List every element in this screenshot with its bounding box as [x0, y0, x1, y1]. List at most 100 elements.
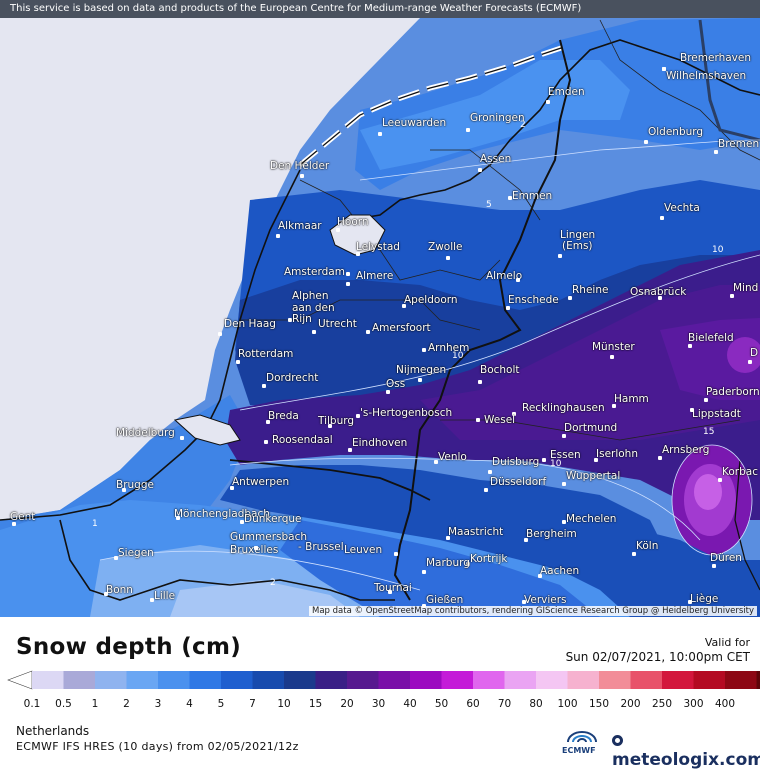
city-label: Middelburg [116, 427, 175, 439]
scale-swatch [536, 671, 568, 689]
city-marker [218, 332, 222, 336]
city-marker [378, 132, 382, 136]
model-run: ECMWF IFS HRES (10 days) from 02/05/2021… [16, 740, 299, 753]
city-marker [180, 436, 184, 440]
city-label: Oldenburg [648, 126, 703, 138]
city-label: (Ems) [562, 240, 593, 252]
ecmwf-label: ECMWF [562, 746, 596, 755]
contour-label: 1 [92, 519, 98, 529]
city-marker [542, 458, 546, 462]
city-label: Wesel [484, 414, 515, 426]
scale-swatch [410, 671, 442, 689]
scale-tick-label: 100 [557, 698, 577, 710]
scale-tick-label: 80 [529, 698, 542, 710]
scale-swatch [127, 671, 159, 689]
city-label: Verviers [524, 594, 567, 606]
city-label: Hamm [614, 393, 649, 405]
city-marker [446, 256, 450, 260]
city-label: Tournai [374, 582, 412, 594]
valid-time: Sun 02/07/2021, 10:00pm CET [566, 650, 750, 664]
city-label: Oss [386, 378, 405, 390]
city-label: Gießen [426, 594, 463, 606]
city-marker [730, 294, 734, 298]
scale-swatch [32, 671, 64, 689]
city-label: Alphen [292, 290, 329, 302]
city-label: Lelystad [356, 241, 400, 253]
scale-tick-label: 50 [435, 698, 448, 710]
city-label: Zwolle [428, 241, 463, 253]
city-label: Lille [154, 590, 175, 602]
city-marker [388, 590, 392, 594]
contour-label: 15 [703, 427, 714, 437]
scale-swatch [379, 671, 411, 689]
scale-swatch [505, 671, 537, 689]
city-marker [254, 546, 258, 550]
city-marker [386, 390, 390, 394]
map-attribution[interactable]: Map data © OpenStreetMap contributors, r… [309, 606, 757, 616]
city-label: Mind [733, 282, 758, 294]
city-marker [688, 344, 692, 348]
city-label: Groningen [470, 112, 525, 124]
city-label: Mechelen [566, 513, 616, 525]
scale-tick-label: 40 [403, 698, 416, 710]
city-label: Rijn [292, 313, 312, 325]
city-label: D [750, 347, 758, 359]
city-marker [446, 536, 450, 540]
city-marker [562, 434, 566, 438]
city-label: Bergheim [526, 528, 577, 540]
city-marker [612, 404, 616, 408]
city-marker [356, 414, 360, 418]
city-label: Apeldoorn [404, 294, 458, 306]
city-marker [346, 282, 350, 286]
scale-swatch [221, 671, 253, 689]
scale-min-arrow [8, 671, 32, 689]
city-label: Düren [710, 552, 742, 564]
city-label: Aachen [540, 565, 579, 577]
city-marker [568, 296, 572, 300]
city-marker [712, 564, 716, 568]
scale-swatch [253, 671, 285, 689]
valid-label: Valid for [705, 636, 750, 649]
meteologix-logo[interactable]: meteologix.com [612, 730, 760, 770]
city-label: Eindhoven [352, 437, 407, 449]
city-label: Roosendaal [272, 434, 333, 446]
city-label: Den Haag [224, 318, 276, 330]
scale-tick-label: 150 [589, 698, 609, 710]
city-label: Alkmaar [278, 220, 322, 232]
city-label: 's-Hertogenbosch [360, 407, 452, 419]
city-marker [488, 470, 492, 474]
city-label: Gummersbach [230, 531, 307, 543]
city-label: Antwerpen [232, 476, 289, 488]
scale-tick-label: 250 [652, 698, 672, 710]
scale-swatch [473, 671, 505, 689]
city-label: Leuven [344, 544, 382, 556]
scale-tick-label: 60 [466, 698, 479, 710]
city-label: Nijmegen [396, 364, 446, 376]
city-marker [422, 348, 426, 352]
city-marker [524, 538, 528, 542]
city-marker [522, 600, 526, 604]
city-label: Den Helder [270, 160, 329, 172]
scale-tick-label: 0.1 [24, 698, 41, 710]
city-label: Münster [592, 341, 635, 353]
city-marker [422, 570, 426, 574]
meteologix-logo-icon [612, 735, 623, 746]
city-label: - Brussel [298, 541, 344, 553]
scale-swatch [347, 671, 379, 689]
city-marker [348, 448, 352, 452]
scale-tick-label: 300 [683, 698, 703, 710]
city-marker [562, 520, 566, 524]
city-label: Wilhelmshaven [666, 70, 746, 82]
city-label: Duisburg [492, 456, 539, 468]
city-marker [176, 516, 180, 520]
city-marker [240, 520, 244, 524]
city-label: Enschede [508, 294, 559, 306]
scale-swatch [64, 671, 96, 689]
city-label: Dortmund [564, 422, 617, 434]
city-marker [658, 296, 662, 300]
scale-tick-label: 0.5 [55, 698, 72, 710]
city-marker [594, 458, 598, 462]
city-label: Marburg [426, 557, 470, 569]
city-marker [748, 360, 752, 364]
